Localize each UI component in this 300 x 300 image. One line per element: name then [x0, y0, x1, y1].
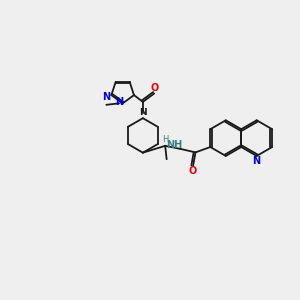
Text: H: H — [163, 135, 169, 144]
Text: N: N — [139, 108, 147, 117]
Text: O: O — [189, 167, 197, 176]
Text: O: O — [151, 82, 159, 93]
Text: N: N — [253, 156, 261, 166]
Text: NH: NH — [167, 140, 183, 150]
Text: N: N — [115, 97, 123, 107]
Text: N: N — [102, 92, 110, 103]
